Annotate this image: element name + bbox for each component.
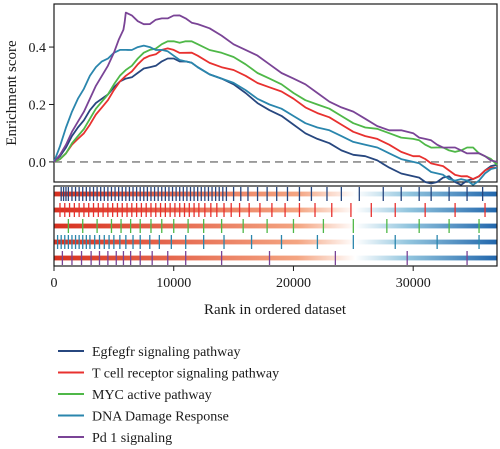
- legend-label-2: T cell receptor signaling pathway: [92, 367, 279, 382]
- y-axis-ticks: 0.0 0.2 0.4: [29, 41, 54, 171]
- gene-hit-marks: [56, 187, 486, 265]
- legend-label-4: DNA Damage Response: [92, 410, 229, 425]
- hit-panel: 0 10000 20000 30000 Rank in ordered dataset: [51, 185, 498, 318]
- ranked-list-heat-strips: [54, 191, 497, 261]
- y-tick-label: 0.2: [29, 98, 47, 113]
- hit-panel-frame: [53, 185, 498, 267]
- legend: Egfegfr signaling pathway T cell receptor…: [58, 345, 279, 446]
- legend-label-3: MYC active pathway: [92, 388, 212, 403]
- enrichment-curves: [53, 11, 498, 186]
- y-axis-title: Enrichment score: [4, 40, 20, 146]
- legend-label-5: Pd 1 signaling: [92, 431, 172, 446]
- x-axis-title: Rank in ordered dataset: [204, 302, 347, 318]
- heat-strip-3: [54, 223, 497, 229]
- x-tick-label: 30000: [396, 276, 431, 291]
- enrichment-curve-4: [53, 44, 498, 186]
- heat-strip-5: [54, 255, 497, 261]
- y-tick-label: 0.0: [29, 156, 47, 171]
- x-tick-label: 10000: [156, 276, 191, 291]
- enrichment-curve-3: [53, 40, 498, 166]
- heat-strip-4: [54, 239, 497, 245]
- enrichment-panel-frame: [53, 3, 498, 183]
- x-tick-label: 20000: [276, 276, 311, 291]
- y-tick-label: 0.4: [29, 41, 47, 56]
- enrichment-curve-1: [53, 57, 498, 186]
- heat-strip-1: [54, 191, 497, 197]
- heat-strip-2: [54, 207, 497, 213]
- x-axis-ticks: 0 10000 20000 30000: [51, 266, 431, 291]
- legend-label-1: Egfegfr signaling pathway: [92, 345, 241, 360]
- enrichment-curve-2: [53, 47, 497, 180]
- x-tick-label: 0: [51, 276, 58, 291]
- enrichment-curve-5: [53, 11, 498, 163]
- enrichment-panel: 0.0 0.2 0.4 Enrichment score: [4, 3, 498, 186]
